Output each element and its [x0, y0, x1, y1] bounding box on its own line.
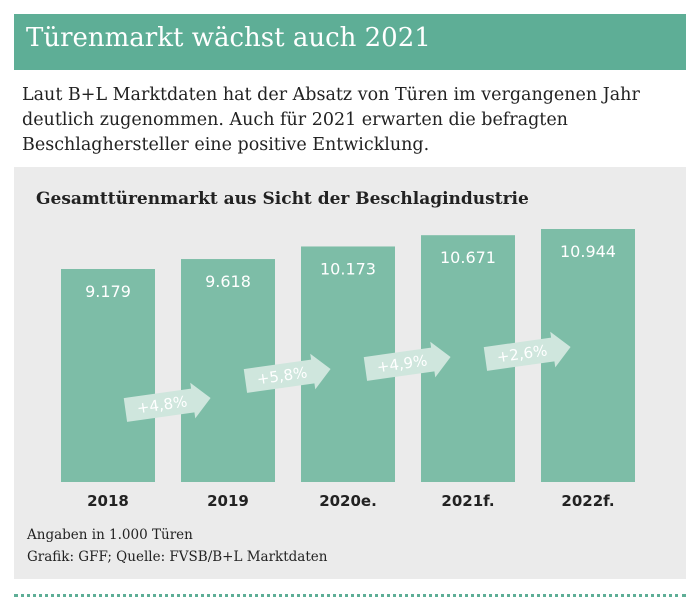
- source-note: Grafik: GFF; Quelle: FVSB/B+L Marktdaten: [27, 549, 328, 565]
- unit-note: Angaben in 1.000 Türen: [27, 527, 193, 543]
- category-label-2021f.: 2021f.: [441, 492, 494, 510]
- growth-arrow-1: +4,8%: [123, 382, 211, 422]
- value-label-2020e.: 10.173: [320, 259, 376, 278]
- category-label-2018: 2018: [87, 492, 129, 510]
- bar-chart: 9.179 2018 9.618 2019 10.173 2020e. 10.671 2021…: [61, 229, 635, 510]
- dotted-divider: [14, 594, 686, 597]
- growth-arrow-2: +5,8%: [243, 353, 331, 393]
- chart-panel: 9.179 2018 9.618 2019 10.173 2020e. 10.671 2021…: [14, 167, 686, 579]
- growth-arrow-3: +4,9%: [363, 341, 451, 381]
- page-title: Türenmarkt wächst auch 2021: [26, 23, 431, 53]
- chart-title: Gesamttürenmarkt aus Sicht der Beschlagi…: [36, 189, 529, 209]
- value-label-2018: 9.179: [85, 282, 131, 301]
- intro-text: Laut B+L Marktdaten hat der Absatz von T…: [22, 85, 640, 155]
- category-label-2020e.: 2020e.: [319, 492, 377, 510]
- value-label-2021f.: 10.671: [440, 248, 496, 267]
- value-label-2022f.: 10.944: [560, 242, 616, 261]
- category-label-2019: 2019: [207, 492, 249, 510]
- header-bar: Türenmarkt wächst auch 2021: [14, 14, 686, 70]
- arrow-shape: [243, 353, 331, 393]
- arrow-shape: [363, 341, 451, 381]
- category-label-2022f.: 2022f.: [561, 492, 614, 510]
- growth-arrow-4: +2,6%: [483, 331, 571, 371]
- bar-2018: [61, 269, 155, 482]
- value-label-2019: 9.618: [205, 272, 251, 291]
- arrow-shape: [483, 331, 571, 371]
- arrow-shape: [123, 382, 211, 422]
